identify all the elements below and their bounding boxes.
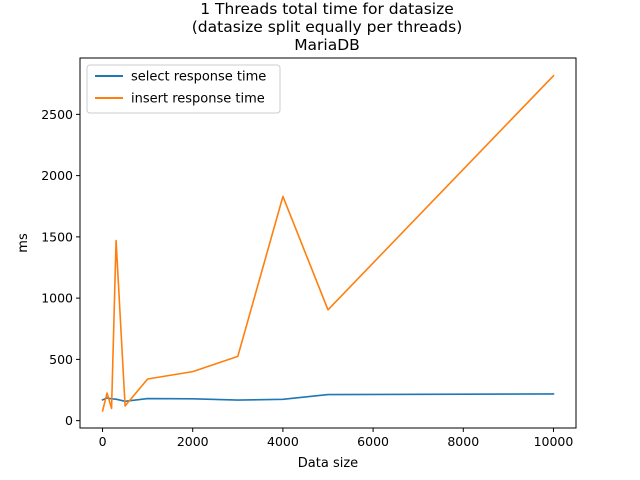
y-tick-label: 1000 bbox=[41, 291, 73, 306]
x-tick-label: 10000 bbox=[534, 434, 574, 449]
plot-lines bbox=[101, 74, 555, 412]
legend: select response time insert response tim… bbox=[86, 64, 281, 114]
y-tick-label: 2500 bbox=[41, 107, 73, 122]
x-tick-label: 0 bbox=[99, 434, 107, 449]
x-tick-label: 2000 bbox=[177, 434, 209, 449]
series-line-insert bbox=[101, 74, 555, 412]
series-line-select bbox=[101, 393, 555, 403]
x-tick-label: 6000 bbox=[357, 434, 389, 449]
y-tick-label: 0 bbox=[65, 413, 73, 428]
plot-frame bbox=[79, 57, 577, 429]
x-tick-label: 4000 bbox=[267, 434, 299, 449]
chart-title-line-2: (datasize split equally per threads) bbox=[192, 18, 463, 36]
chart-title-line-1: 1 Threads total time for datasize bbox=[200, 0, 454, 18]
x-axis-label: Data size bbox=[298, 456, 358, 471]
legend-label-insert: insert response time bbox=[131, 92, 265, 107]
chart-title-line-3: MariaDB bbox=[294, 36, 360, 54]
x-tick-label: 8000 bbox=[447, 434, 479, 449]
legend-label-select: select response time bbox=[131, 70, 266, 85]
legend-box bbox=[86, 64, 281, 114]
chart-title: 1 Threads total time for datasize (datas… bbox=[192, 0, 463, 54]
y-tick-label: 2000 bbox=[41, 168, 73, 183]
y-tick-label: 500 bbox=[49, 352, 73, 367]
x-axis-ticks: 0 2000 4000 6000 8000 10000 bbox=[99, 428, 574, 449]
y-axis-label: ms bbox=[16, 233, 31, 253]
y-tick-label: 1500 bbox=[41, 229, 73, 244]
y-axis-ticks: 0 500 1000 1500 2000 2500 bbox=[41, 107, 80, 428]
